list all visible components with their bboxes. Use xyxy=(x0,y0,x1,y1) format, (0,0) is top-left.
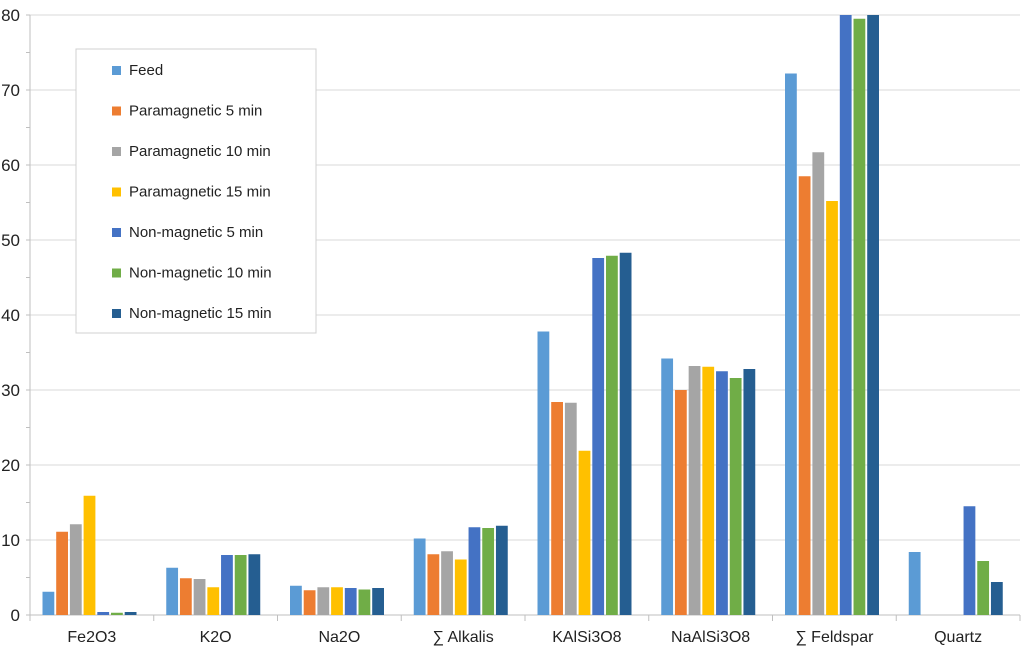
bar xyxy=(221,555,233,615)
legend-swatch xyxy=(112,268,121,278)
x-tick-label: K2O xyxy=(200,629,232,646)
bar xyxy=(193,579,206,615)
legend-label: Feed xyxy=(129,62,163,79)
bar xyxy=(812,152,825,615)
y-tick-label: 30 xyxy=(1,381,20,400)
y-tick-label: 80 xyxy=(1,6,20,25)
bar xyxy=(729,378,742,615)
bar xyxy=(743,369,756,615)
bar xyxy=(124,612,137,615)
x-tick-label: ∑ Feldspar xyxy=(795,629,874,646)
bar xyxy=(839,15,852,615)
bar xyxy=(785,73,797,615)
bar xyxy=(69,524,82,615)
y-tick-label: 0 xyxy=(11,606,20,625)
bar xyxy=(826,201,838,615)
bar xyxy=(97,612,110,615)
legend-swatch xyxy=(112,228,121,237)
bar xyxy=(468,527,481,615)
bar xyxy=(454,559,467,615)
legend-label: Non-magnetic 15 min xyxy=(129,305,272,322)
axis-labels: 0 10 20 30 40 50 60 70 80 Fe2O3 K2O Na2O ∑ Alkalis KA… xyxy=(1,6,982,646)
y-tick-label: 50 xyxy=(1,231,20,250)
bar xyxy=(290,585,302,615)
bar xyxy=(358,589,371,615)
bar xyxy=(427,554,440,615)
y-tick-label: 40 xyxy=(1,306,20,325)
bars xyxy=(42,15,1003,615)
y-tick-label: 60 xyxy=(1,156,20,175)
bar xyxy=(853,18,866,615)
bar xyxy=(537,331,550,615)
bar xyxy=(674,390,687,615)
bar xyxy=(716,371,728,615)
bar xyxy=(234,555,247,615)
bar xyxy=(867,15,879,615)
bar xyxy=(619,252,632,615)
x-tick-label: Quartz xyxy=(934,629,982,646)
bar xyxy=(111,612,123,615)
bar xyxy=(908,552,921,615)
legend-label: Paramagnetic 15 min xyxy=(129,184,271,201)
legend-swatch xyxy=(112,187,121,197)
x-tick-label: Fe2O3 xyxy=(67,629,116,646)
bar xyxy=(179,578,192,615)
bar xyxy=(963,506,976,615)
legend-swatch xyxy=(112,309,121,318)
bar xyxy=(551,402,563,615)
bar xyxy=(166,567,179,615)
bar xyxy=(798,176,811,615)
bar xyxy=(482,528,495,615)
bar xyxy=(592,258,605,615)
x-tick-label: NaAlSi3O8 xyxy=(671,629,750,646)
bar xyxy=(317,587,330,615)
x-tick-label: Na2O xyxy=(318,629,360,646)
bar xyxy=(495,525,508,615)
y-tick-label: 20 xyxy=(1,456,20,475)
bar xyxy=(42,591,55,615)
bar xyxy=(990,582,1003,615)
y-tick-label: 70 xyxy=(1,81,20,100)
x-tick-label: KAlSi3O8 xyxy=(552,629,621,646)
bar xyxy=(688,366,701,615)
bar xyxy=(661,358,674,615)
bar xyxy=(702,366,715,615)
bar xyxy=(977,561,990,615)
legend-swatch xyxy=(112,147,121,156)
bar xyxy=(606,255,618,615)
x-tick-label: ∑ Alkalis xyxy=(433,629,494,646)
legend-swatch xyxy=(112,106,121,116)
bar xyxy=(344,588,357,615)
bar xyxy=(441,551,453,615)
bar xyxy=(578,450,591,615)
bar xyxy=(413,538,426,615)
legend-label: Non-magnetic 5 min xyxy=(129,224,263,241)
bar xyxy=(564,402,577,615)
legend-swatch xyxy=(112,66,121,75)
legend: Feed Paramagnetic 5 min Paramagnetic 10 mi… xyxy=(75,48,317,334)
bar xyxy=(331,587,343,615)
legend-label: Non-magnetic 10 min xyxy=(129,265,272,282)
bar xyxy=(83,495,96,615)
bar xyxy=(207,587,220,615)
legend-label: Paramagnetic 5 min xyxy=(129,103,262,120)
bar xyxy=(56,531,68,615)
bar xyxy=(372,588,384,615)
bar xyxy=(248,554,261,615)
y-tick-label: 10 xyxy=(1,531,20,550)
bar xyxy=(303,590,316,615)
legend-label: Paramagnetic 10 min xyxy=(129,143,271,160)
